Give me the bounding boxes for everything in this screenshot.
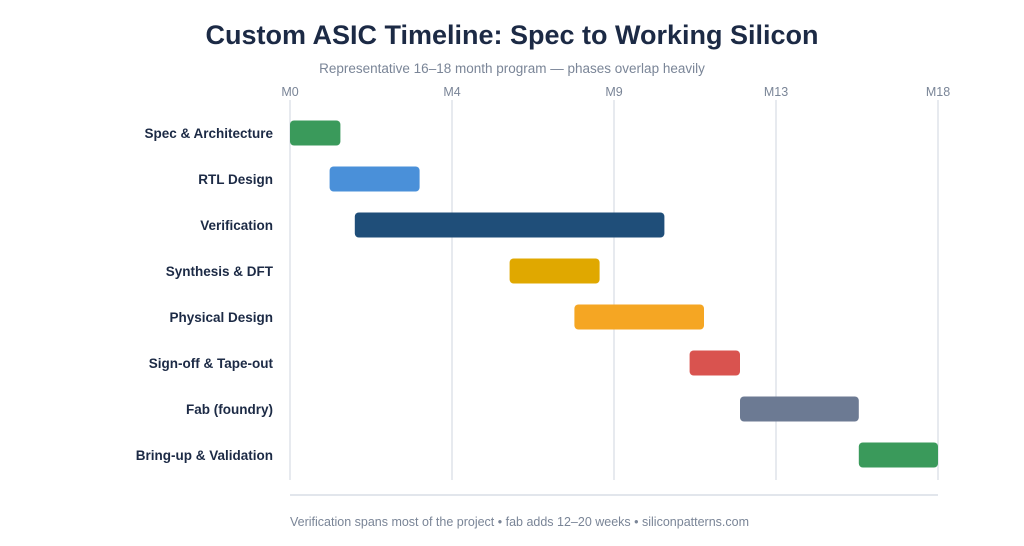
x-tick-label: M9 (605, 85, 622, 99)
task-bar (740, 396, 859, 422)
chart-footnote: Verification spans most of the project •… (290, 515, 749, 529)
task-bar (354, 212, 665, 238)
task-label: Sign-off & Tape-out (149, 356, 274, 371)
task-label: Fab (foundry) (186, 402, 273, 417)
task-label: Verification (200, 218, 273, 233)
task-label: Spec & Architecture (144, 126, 273, 141)
task-bar (858, 442, 938, 468)
task-bars (290, 120, 938, 468)
task-label: Physical Design (169, 310, 273, 325)
task-bar (290, 120, 341, 146)
task-label: Synthesis & DFT (166, 264, 274, 279)
chart-title: Custom ASIC Timeline: Spec to Working Si… (205, 20, 819, 50)
x-tick-label: M0 (281, 85, 298, 99)
chart-subtitle: Representative 16–18 month program — pha… (319, 61, 705, 76)
grid-lines (289, 100, 939, 480)
x-tick-label: M13 (764, 85, 788, 99)
task-labels: Spec & Architecture RTL Design Verificatio… (136, 126, 274, 463)
x-tick-label: M4 (443, 85, 460, 99)
task-bar (509, 258, 600, 284)
task-label: RTL Design (198, 172, 273, 187)
x-tick-label: M18 (926, 85, 950, 99)
task-bar (574, 304, 704, 330)
task-bar (689, 350, 740, 376)
x-axis-ticks: M0 M4 M9 M13 M18 (281, 85, 950, 99)
task-bar (329, 166, 420, 192)
task-label: Bring-up & Validation (136, 448, 273, 463)
